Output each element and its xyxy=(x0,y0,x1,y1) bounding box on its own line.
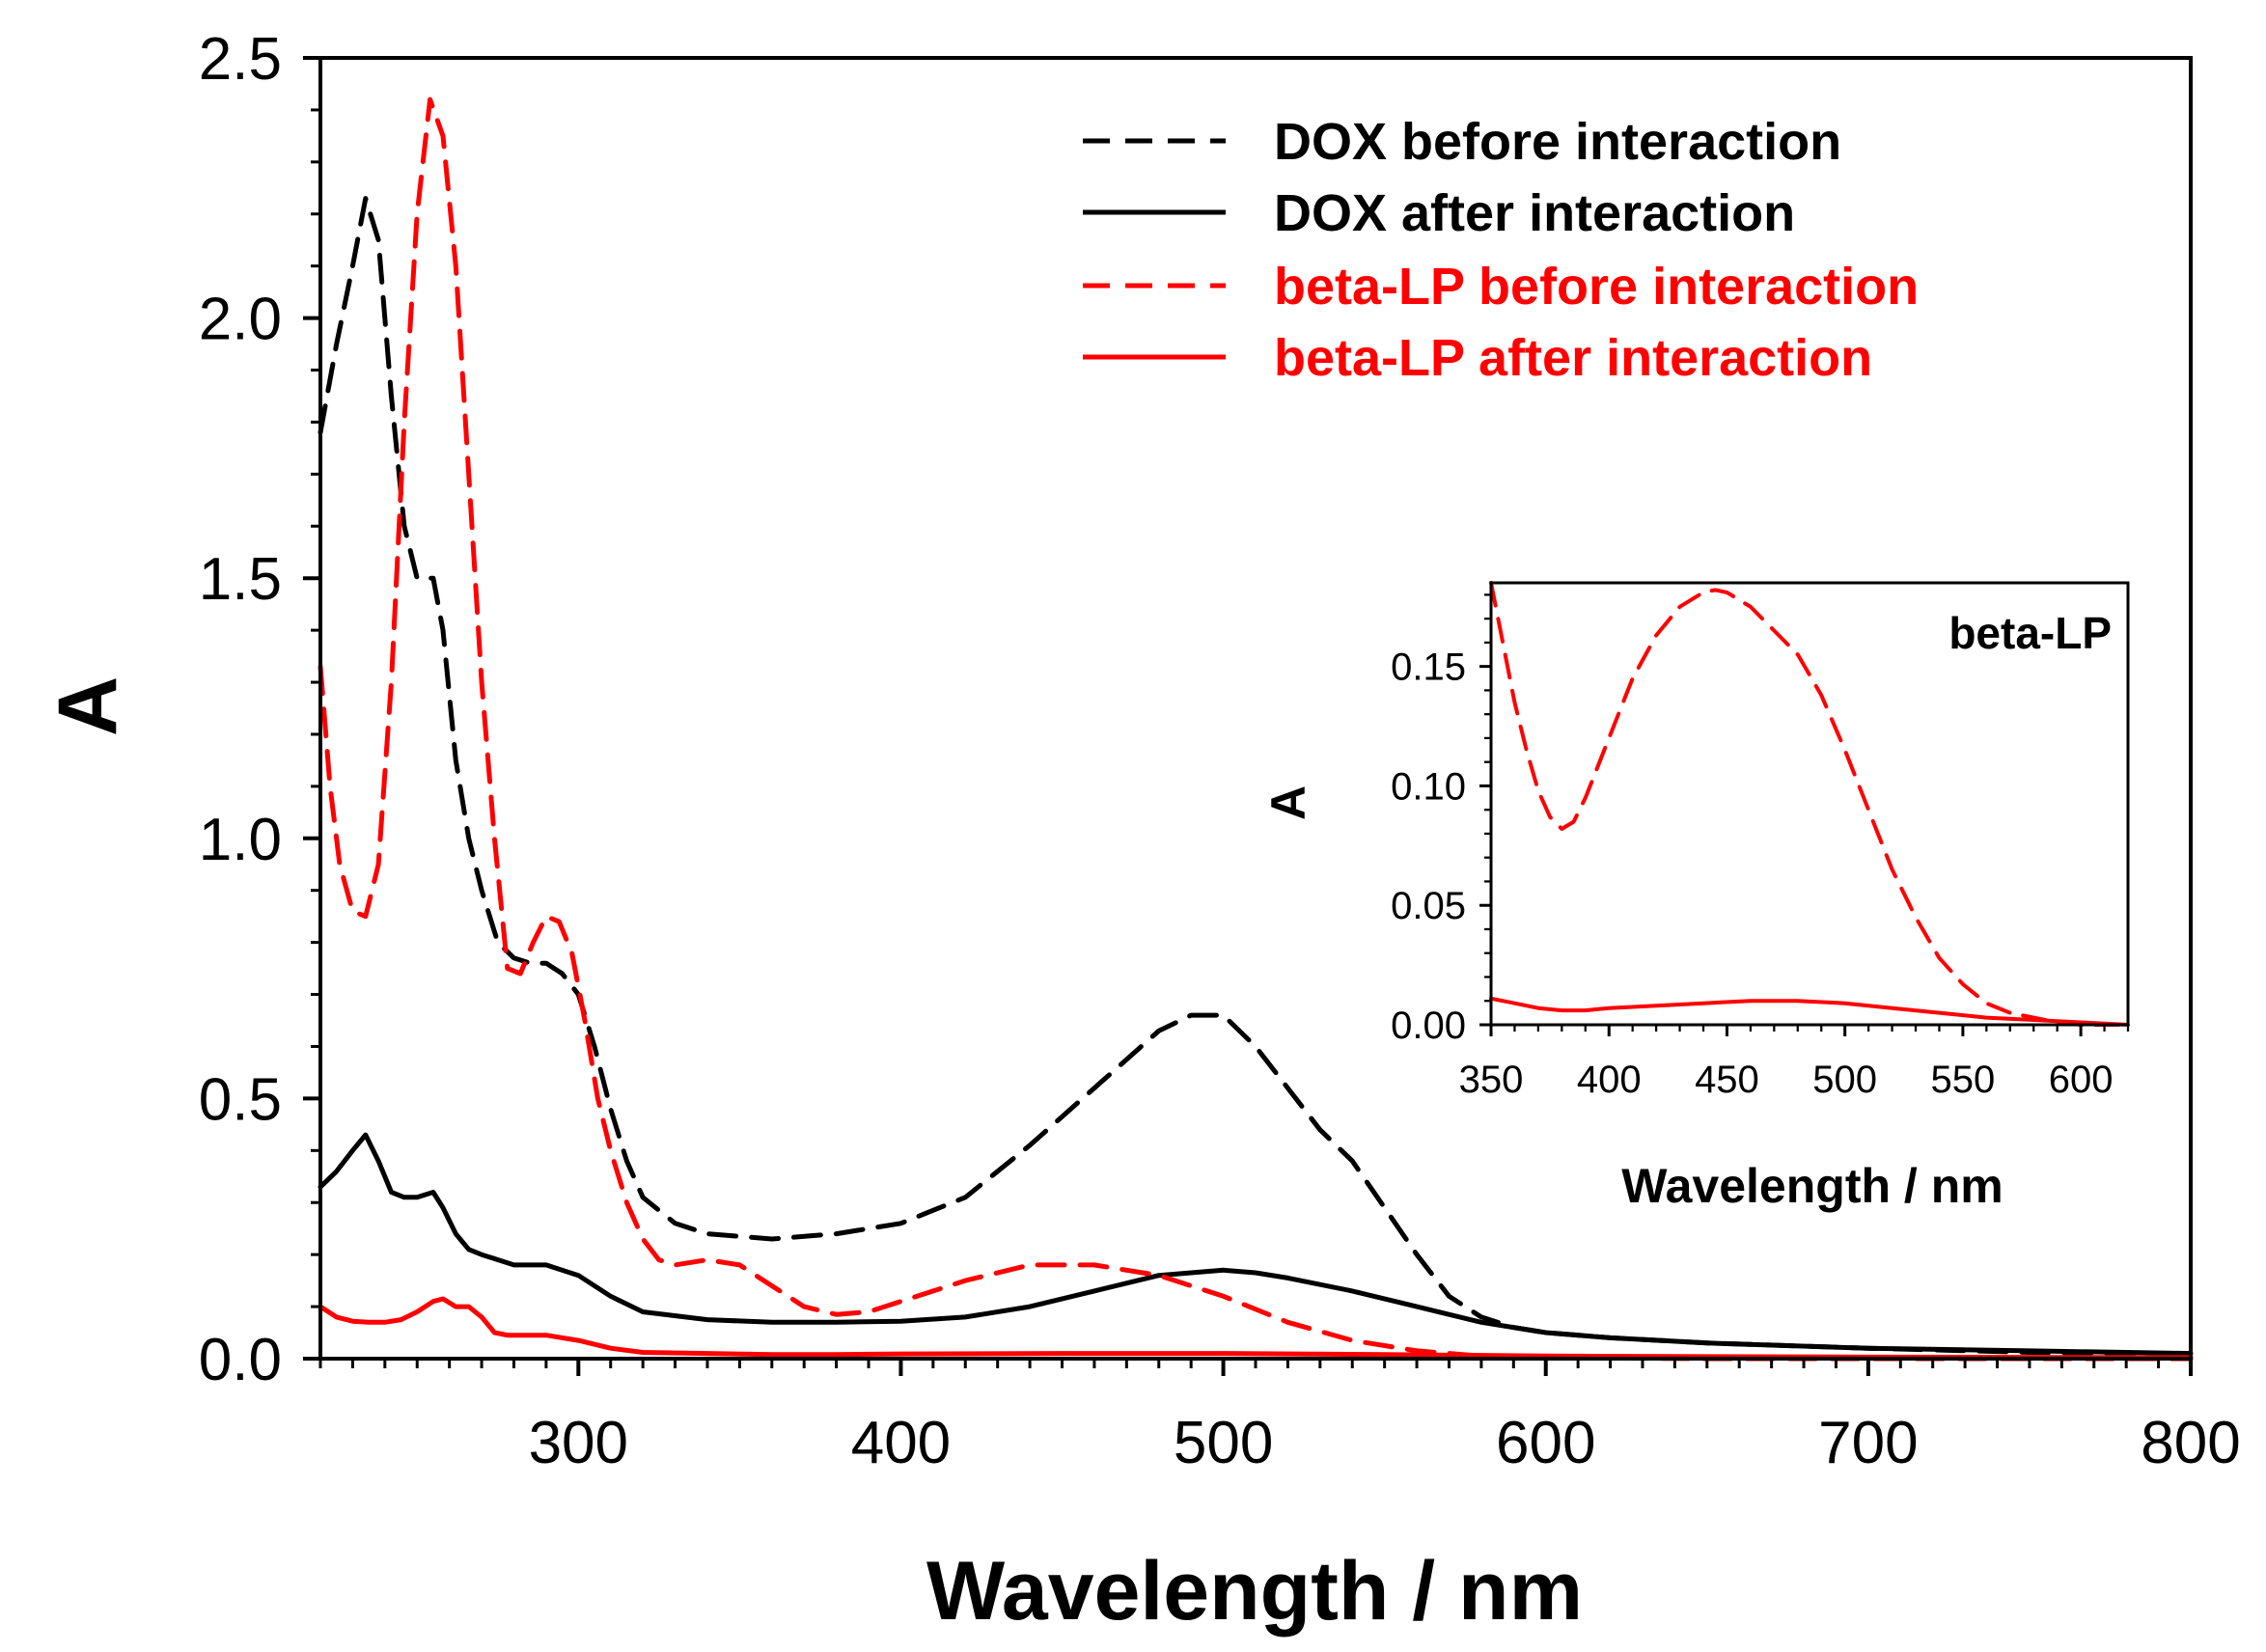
legend: DOX before interaction DOX after interac… xyxy=(1083,113,1919,387)
main-ticks xyxy=(303,56,2193,1376)
main-series-group xyxy=(318,96,2194,1362)
inset-x-tick-label: 450 xyxy=(1695,1059,1759,1101)
inset-x-tick-label: 600 xyxy=(2049,1059,2114,1101)
main-x-tick-label: 500 xyxy=(1174,1410,1273,1476)
inset-y-tick-label: 0.15 xyxy=(1391,647,1466,689)
main-y-tick-label: 0.5 xyxy=(199,1066,282,1133)
main-x-tick-label: 400 xyxy=(851,1410,951,1476)
main-x-tick-label: 300 xyxy=(529,1410,628,1476)
main-y-tick-labels: 0.0 0.5 1.0 1.5 2.0 2.5 xyxy=(199,26,282,1393)
main-y-tick-label: 1.5 xyxy=(199,546,282,613)
main-x-axis-title: Wavelength / nm xyxy=(926,1545,1583,1638)
main-x-tick-label: 700 xyxy=(1818,1410,1918,1476)
main-y-tick-label: 0.0 xyxy=(199,1327,282,1393)
legend-label-dox-after: DOX after interaction xyxy=(1274,184,1795,242)
inset-y-tick-label: 0.00 xyxy=(1391,1005,1466,1047)
inset-x-tick-label: 550 xyxy=(1931,1059,1996,1101)
inset-title: beta-LP xyxy=(1948,608,2112,658)
main-series-beta-lp-before-interaction xyxy=(318,96,2194,1362)
legend-label-dox-before: DOX before interaction xyxy=(1274,113,1841,171)
inset-background xyxy=(1491,583,2128,1025)
main-x-tick-label: 800 xyxy=(2141,1410,2240,1476)
main-x-tick-labels: 300 400 500 600 700 800 xyxy=(529,1410,2241,1476)
inset-y-axis-title: A xyxy=(1261,785,1315,820)
inset-x-tick-label: 500 xyxy=(1812,1059,1877,1101)
inset-y-tick-labels: 0.00 0.05 0.10 0.15 xyxy=(1391,647,1466,1047)
inset-chart: 350 400 450 500 550 600 0.00 0.05 0.10 0.15 beta… xyxy=(1261,581,2130,1213)
inset-series-beta-lp-after-interaction xyxy=(1489,996,2130,1027)
inset-series-group xyxy=(1489,581,2130,1027)
main-x-tick-label: 600 xyxy=(1496,1410,1595,1476)
main-y-tick-label: 1.0 xyxy=(199,807,282,873)
main-y-tick-label: 2.0 xyxy=(199,287,282,353)
legend-label-betalp-before: beta-LP before interaction xyxy=(1274,258,1919,316)
inset-x-tick-label: 350 xyxy=(1459,1059,1524,1101)
inset-x-axis-title: Wavelength / nm xyxy=(1621,1159,2003,1213)
legend-label-betalp-after: beta-LP after interaction xyxy=(1274,329,1872,387)
inset-plot-frame xyxy=(1489,581,2130,1027)
main-chart: 300 400 500 600 700 800 0.0 0.5 1.0 1.5 2.0 2.5 Wa… xyxy=(41,26,2241,1638)
inset-y-tick-label: 0.10 xyxy=(1391,765,1466,808)
inset-ticks xyxy=(1479,593,2130,1036)
main-series-dox-before-interaction xyxy=(318,196,2194,1358)
inset-x-tick-label: 400 xyxy=(1577,1059,1642,1101)
inset-x-tick-labels: 350 400 450 500 550 600 xyxy=(1459,1059,2114,1101)
main-y-axis-title: A xyxy=(41,676,134,736)
inset-y-tick-label: 0.05 xyxy=(1391,885,1466,927)
main-series-dox-after-interaction xyxy=(318,1132,2194,1357)
main-series-beta-lp-after-interaction xyxy=(318,1296,2194,1361)
main-y-tick-label: 2.5 xyxy=(199,26,282,93)
inset-series-beta-lp-before-interaction xyxy=(1489,581,2130,1027)
